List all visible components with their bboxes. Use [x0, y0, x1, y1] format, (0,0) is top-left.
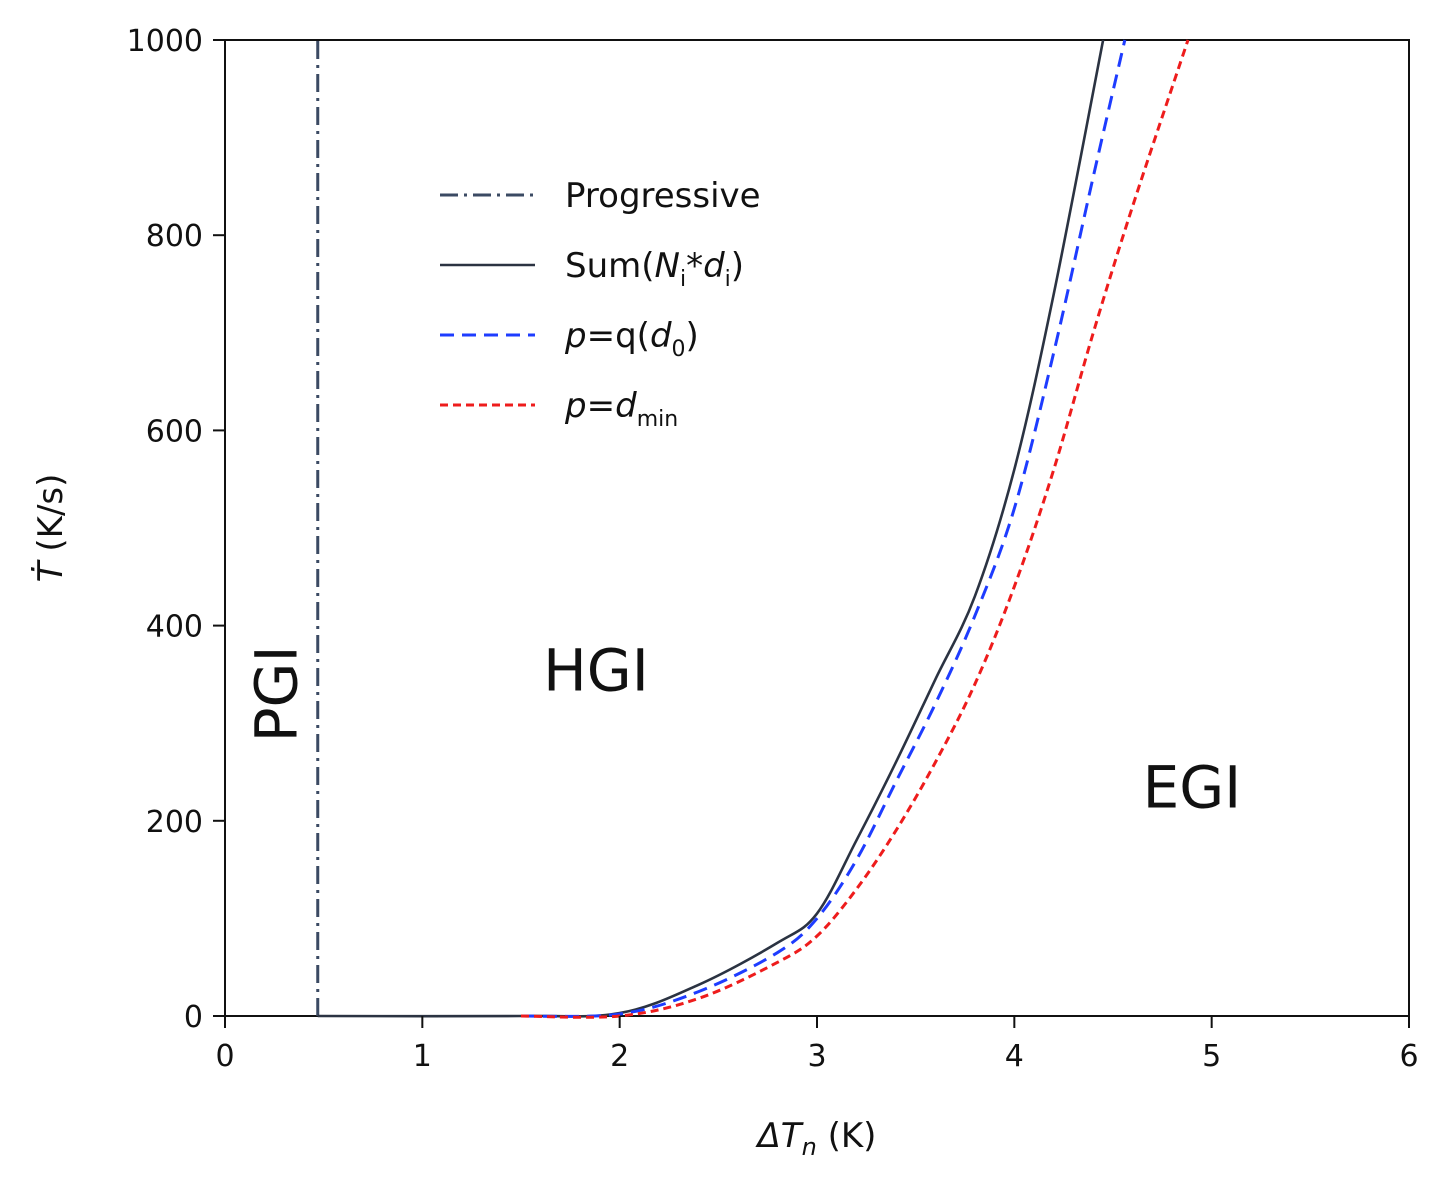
y-tick-label: 1000 [127, 24, 203, 59]
series-layer [316, 39, 1190, 1019]
series-line-sum-ni-di [317, 39, 1105, 1018]
plot-frame [224, 39, 1410, 1017]
y-tick-label: 200 [146, 805, 203, 840]
legend-label-p-dmin: p=dmin [564, 386, 678, 432]
x-axis-label-subscript: n [802, 1133, 817, 1161]
region-label-pgi: PGI [242, 645, 310, 742]
series-line-p-q-d0 [520, 39, 1127, 1018]
y-tick-label: 400 [146, 610, 203, 645]
x-tick-label: 5 [1202, 1039, 1221, 1074]
ticks-layer: 0 1 2 3 4 5 6 0 200 400 600 800 1000 [127, 24, 1419, 1074]
y-axis-label-symbol: Ṫ [31, 559, 71, 582]
x-tick-label: 2 [610, 1039, 629, 1074]
legend-label-p-q-d0: p=q(d0) [564, 316, 699, 362]
x-tick-label: 1 [413, 1039, 432, 1074]
y-tick-label: 0 [184, 1000, 203, 1035]
legend-label-progressive: Progressive [565, 176, 761, 216]
x-tick-label: 3 [807, 1039, 826, 1074]
x-axis-label-symbol: ΔT [755, 1116, 804, 1156]
region-label-egi: EGI [1143, 754, 1242, 822]
x-tick-label: 4 [1005, 1039, 1024, 1074]
x-tick-label: 0 [215, 1039, 234, 1074]
y-tick-label: 600 [146, 414, 203, 449]
x-axis-label-unit: (K) [817, 1116, 877, 1156]
y-axis-label-unit: (K/s) [31, 474, 71, 552]
annotation-layer: PGI HGI EGI [242, 637, 1241, 822]
y-tick-label: 800 [146, 219, 203, 254]
legend: Progressive Sum(Ni*di) p=q(d0) p=dmin [440, 176, 761, 432]
legend-label-sum-ni-di: Sum(Ni*di) [565, 246, 744, 292]
x-tick-label: 6 [1399, 1039, 1418, 1074]
series-line-p-dmin [520, 39, 1190, 1019]
x-axis-label: ΔTn (K) [755, 1116, 877, 1161]
y-axis-label: Ṫ (K/s) [31, 474, 71, 583]
region-label-hgi: HGI [543, 637, 649, 705]
